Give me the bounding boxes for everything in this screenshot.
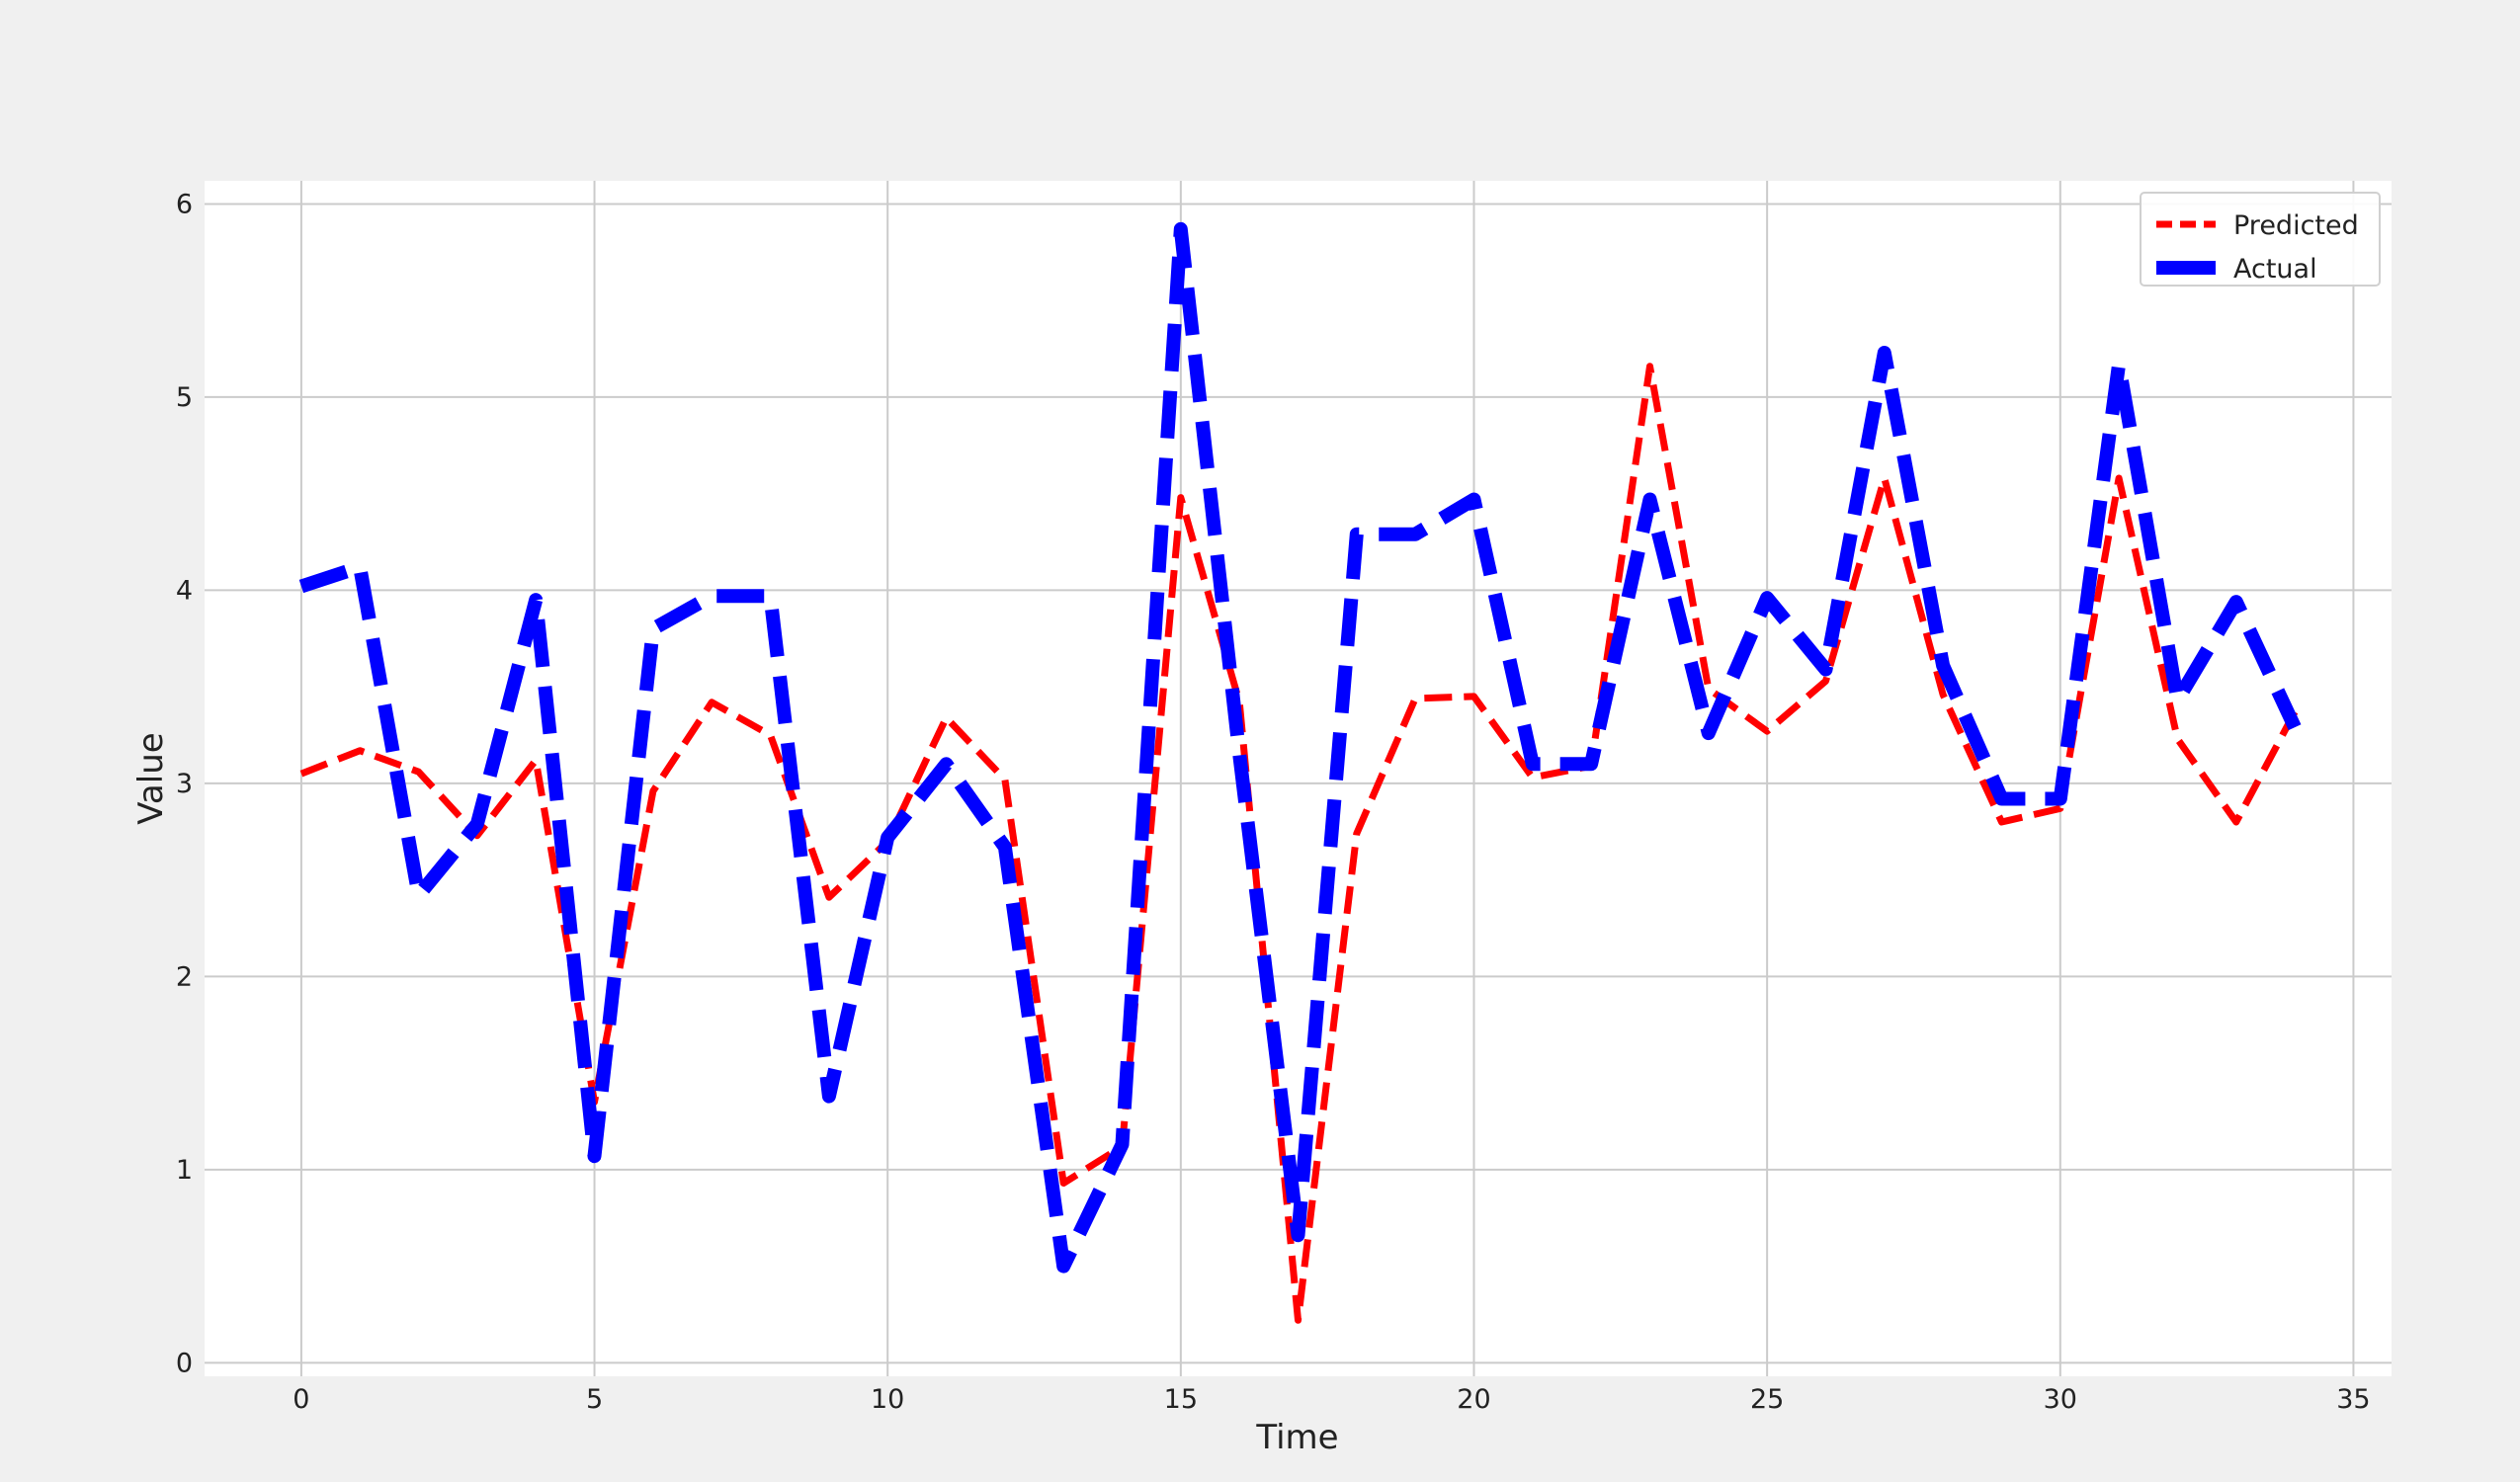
data-point-actual	[359, 566, 361, 568]
x-tick-label: 10	[871, 1384, 904, 1415]
data-point-actual	[1884, 352, 1886, 354]
data-point-predicted	[2000, 821, 2002, 823]
x-tick-label: 20	[1457, 1384, 1490, 1415]
data-point-predicted	[1062, 1183, 1064, 1185]
data-point-actual	[2118, 364, 2120, 366]
data-point-predicted	[1884, 477, 1886, 479]
data-point-actual	[2059, 798, 2061, 800]
data-point-actual	[886, 837, 888, 839]
data-point-predicted	[1824, 680, 1826, 682]
data-point-actual	[2235, 601, 2237, 603]
x-tick-label: 15	[1164, 1384, 1198, 1415]
data-point-predicted	[1708, 688, 1710, 690]
x-tick-label: 30	[2044, 1384, 2077, 1415]
data-point-actual	[1472, 499, 1474, 501]
data-point-predicted	[2059, 807, 2061, 809]
data-point-predicted	[1414, 698, 1416, 700]
data-point-actual	[1532, 763, 1534, 765]
data-point-actual	[652, 628, 654, 630]
data-point-actual	[770, 595, 772, 597]
y-axis-label: Value	[131, 732, 171, 824]
data-point-predicted	[2235, 821, 2237, 823]
data-point-predicted	[1766, 730, 1768, 732]
y-tick-label: 3	[176, 769, 193, 799]
data-point-actual	[1180, 228, 1182, 230]
data-point-actual	[535, 599, 537, 601]
data-point-predicted	[300, 773, 302, 775]
series-lines	[298, 221, 2302, 1324]
data-point-actual	[1062, 1266, 1064, 1268]
data-point-actual	[594, 1155, 596, 1157]
data-point-actual	[946, 763, 948, 765]
data-point-actual	[1590, 763, 1592, 765]
data-point-predicted	[1942, 694, 1944, 696]
data-point-predicted	[1648, 366, 1650, 368]
x-tick-label: 0	[293, 1384, 309, 1415]
x-tick-label: 35	[2336, 1384, 2370, 1415]
x-axis-label: Time	[1255, 1418, 1338, 1457]
data-point-predicted	[1180, 497, 1182, 499]
y-tick-label: 2	[176, 961, 193, 992]
x-tick-label: 25	[1750, 1384, 1784, 1415]
y-tick-label: 4	[176, 575, 193, 606]
legend-label: Actual	[2233, 254, 2317, 285]
data-point-predicted	[418, 771, 420, 773]
legend-label: Predicted	[2233, 210, 2359, 241]
data-point-predicted	[359, 750, 361, 752]
data-point-predicted	[1532, 777, 1534, 779]
data-point-actual	[828, 1096, 830, 1098]
data-point-predicted	[1356, 833, 1358, 835]
data-point-actual	[418, 894, 420, 896]
y-tick-label: 6	[176, 189, 193, 219]
series-line-predicted	[299, 363, 2299, 1324]
data-point-predicted	[1298, 1319, 1300, 1321]
data-point-predicted	[770, 734, 772, 736]
tick-labels: 0 5 10 15 20 25 30 35 0 1 2 3 4 5 6	[176, 189, 2371, 1415]
data-point-predicted	[535, 759, 537, 761]
data-point-actual	[1298, 1234, 1300, 1236]
data-point-predicted	[946, 716, 948, 718]
data-point-predicted	[1004, 779, 1006, 781]
data-point-predicted	[2176, 738, 2178, 740]
data-point-predicted	[828, 896, 830, 898]
data-point-actual	[1356, 534, 1358, 535]
data-point-actual	[1942, 665, 1944, 667]
data-point-predicted	[711, 701, 713, 703]
y-tick-label: 5	[176, 382, 193, 413]
data-point-predicted	[1472, 696, 1474, 698]
data-point-actual	[2176, 700, 2178, 701]
data-point-actual	[1648, 499, 1650, 501]
data-point-actual	[1824, 669, 1826, 671]
y-tick-label: 1	[176, 1155, 193, 1186]
legend: Predicted Actual	[2140, 192, 2381, 287]
data-point-actual	[476, 823, 478, 825]
data-point-actual	[1122, 1143, 1124, 1145]
data-point-actual	[711, 595, 713, 597]
data-point-actual	[1414, 534, 1416, 535]
data-point-actual	[1238, 754, 1240, 756]
data-point-actual	[300, 586, 302, 588]
data-point-predicted	[652, 790, 654, 792]
data-point-predicted	[2118, 477, 2120, 479]
y-tick-label: 0	[176, 1348, 193, 1378]
data-point-actual	[1708, 732, 1710, 734]
x-tick-label: 5	[586, 1384, 603, 1415]
series-line-actual	[298, 221, 2302, 1274]
data-point-actual	[2000, 798, 2002, 800]
data-point-actual	[1766, 597, 1768, 599]
data-point-actual	[2294, 726, 2296, 728]
data-point-actual	[1004, 846, 1006, 848]
